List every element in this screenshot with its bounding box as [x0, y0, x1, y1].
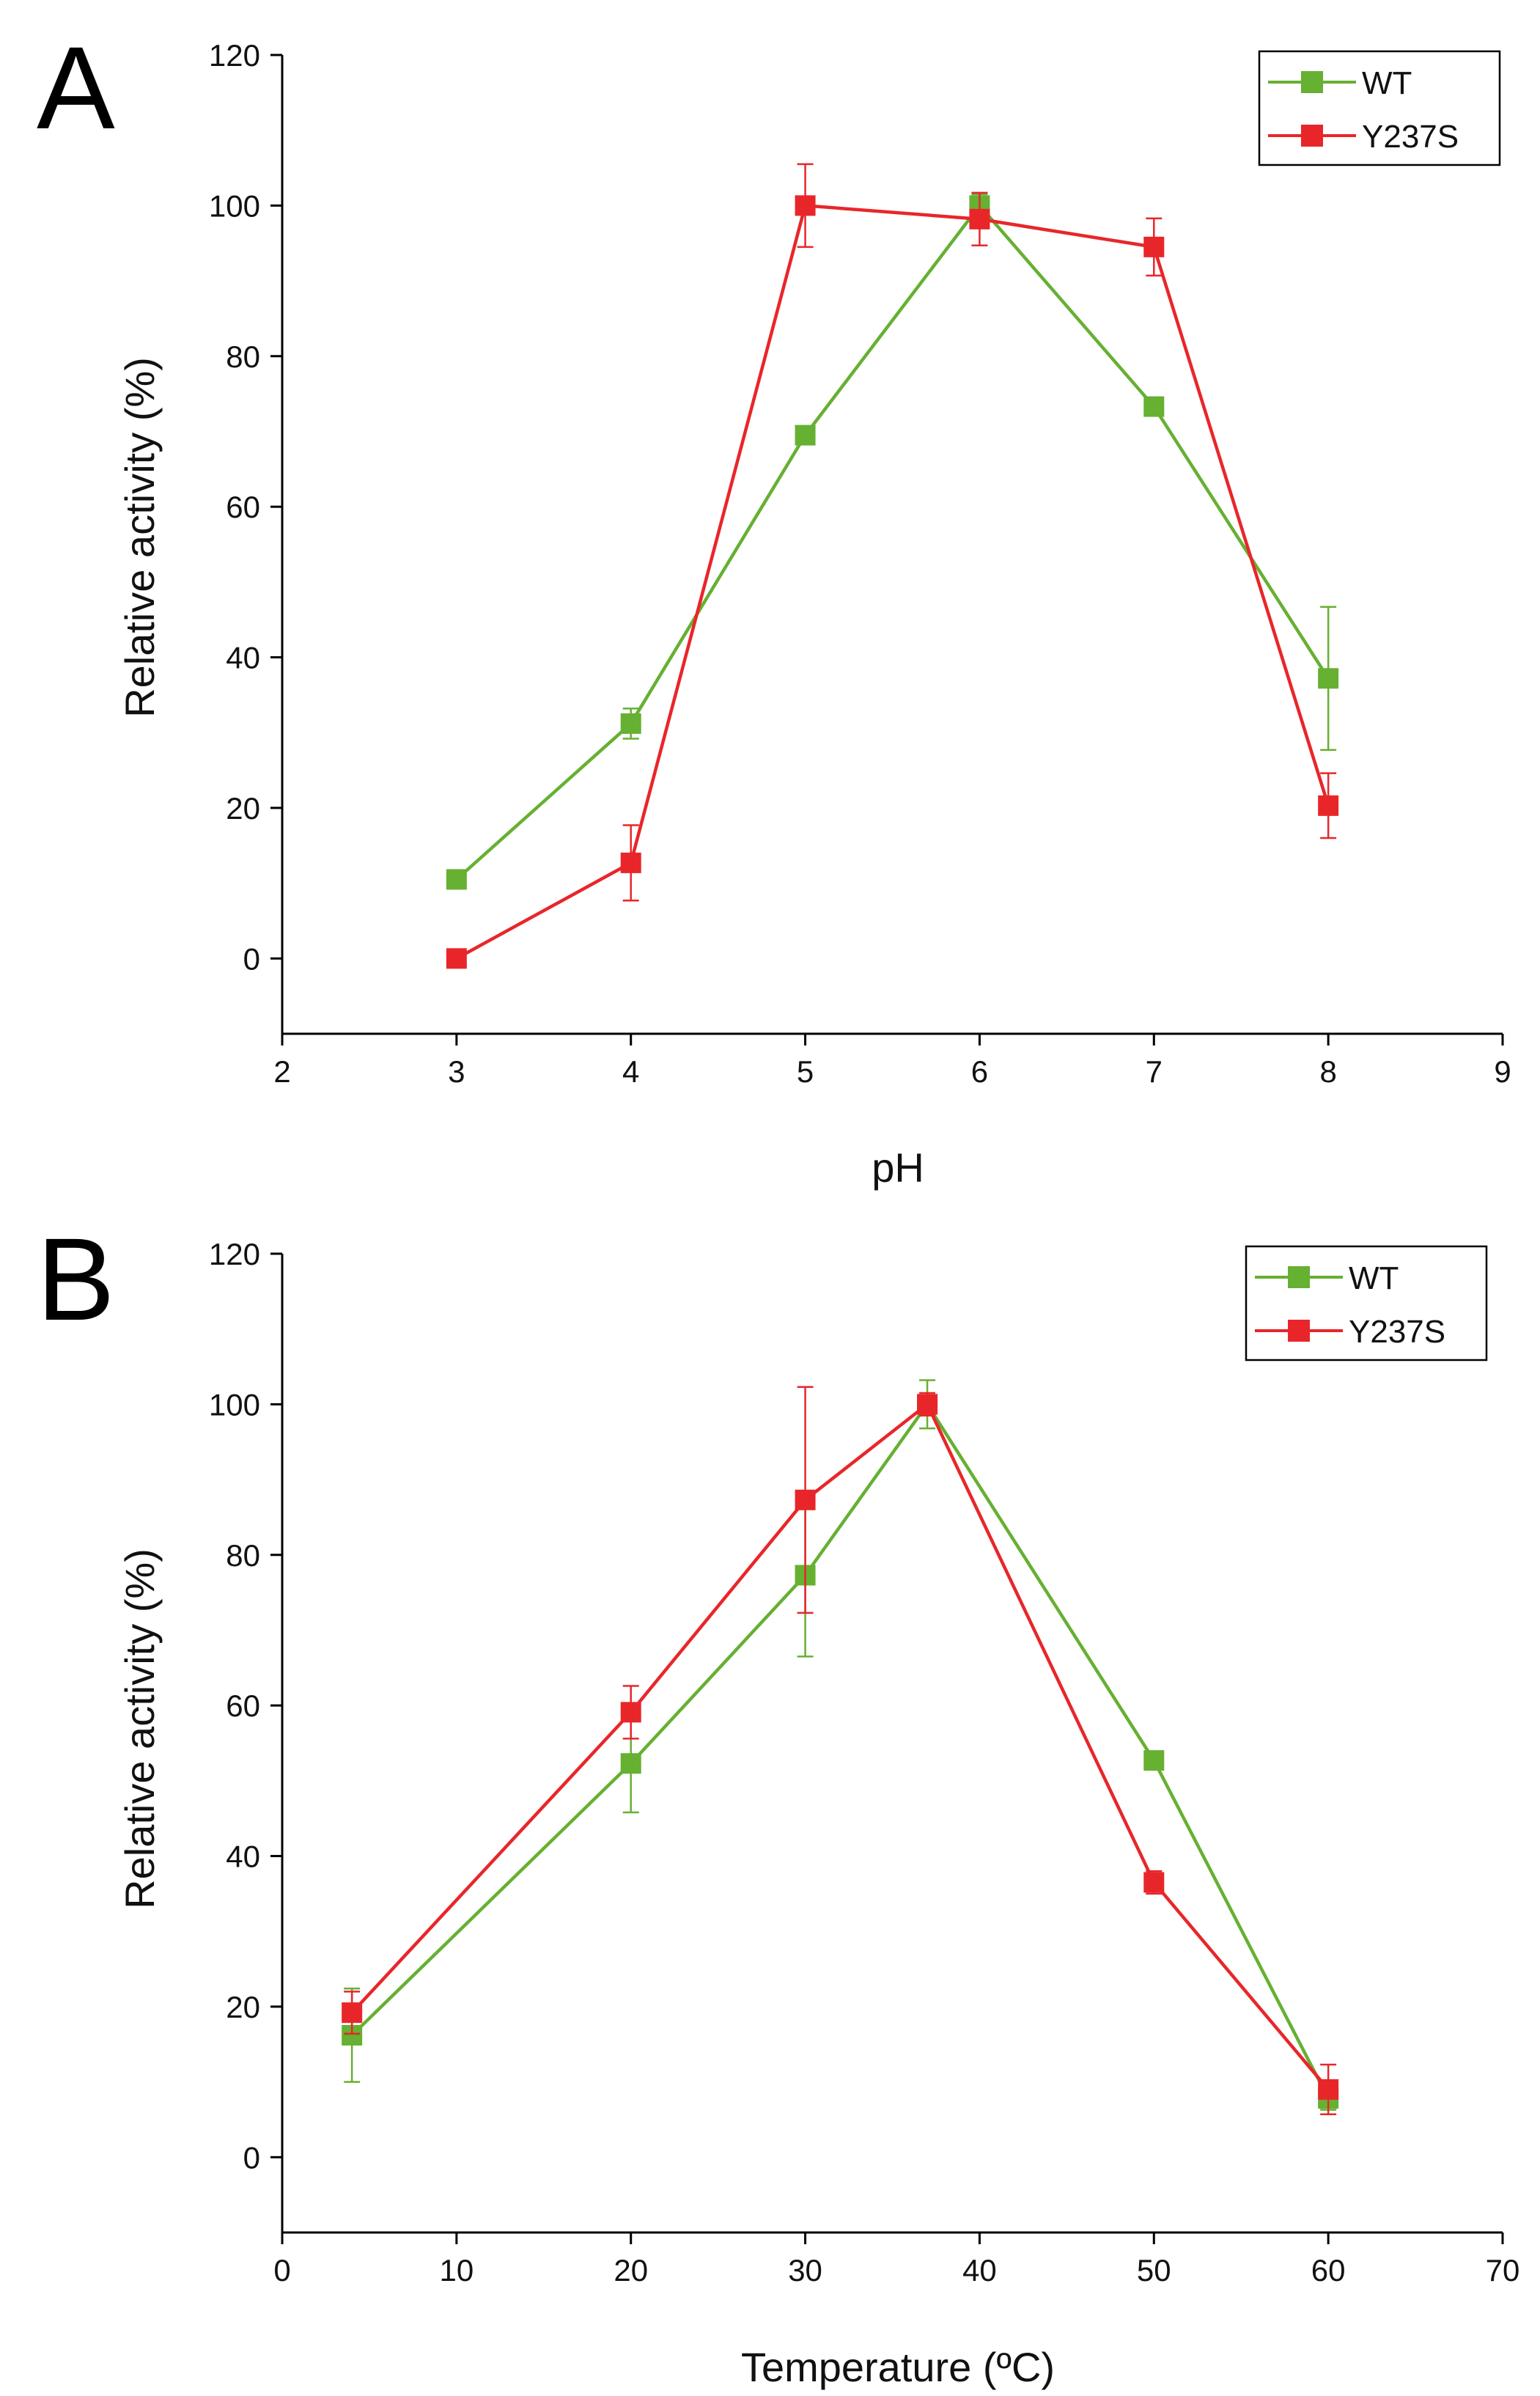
series-wt-a: [446, 193, 1339, 890]
y-tick-label-a: 120: [209, 38, 260, 73]
x-tick-label-a: 9: [1494, 1054, 1511, 1089]
x-tick-label-b: 20: [614, 2253, 648, 2287]
panel-a: A 0 20 40 60 80 100 120 2 3 4 5 6 7 8 9 pH Relative ac…: [37, 22, 1511, 1191]
legend-a: WT Y237S: [1258, 50, 1501, 166]
panel-b: B 0 20 40 60 80 100 120 0 10 20 30 40 50 60 70 Tempera…: [37, 1213, 1519, 2390]
x-tick-label-a: 7: [1146, 1054, 1163, 1089]
data-point-y237s-a: [969, 208, 990, 229]
y-axis-title-b: Relative activity (%): [117, 1548, 163, 1909]
x-tick-label-b: 30: [788, 2253, 822, 2287]
y-tick-label-a: 60: [226, 490, 260, 524]
data-point-y237s-b: [917, 1394, 938, 1415]
axes-a: 0 20 40 60 80 100 120 2 3 4 5 6 7 8 9: [209, 38, 1511, 1089]
data-point-y237s-b: [795, 1489, 816, 1510]
legend-marker-wt-a: [1301, 71, 1323, 93]
panel-letter-b: B: [37, 1213, 115, 1345]
legend-marker-wt-b: [1288, 1266, 1310, 1288]
x-tick-label-a: 6: [971, 1054, 988, 1089]
data-point-y237s-a: [620, 852, 641, 873]
data-point-wt-a: [1143, 396, 1165, 417]
data-point-y237s-b: [620, 1702, 641, 1723]
data-point-wt-a: [795, 425, 816, 446]
y-tick-label-b: 120: [209, 1237, 260, 1271]
data-point-y237s-b: [1318, 2079, 1339, 2100]
legend-marker-y237s-b: [1288, 1320, 1310, 1342]
series-line-wt-a: [455, 204, 1330, 881]
data-point-y237s-a: [1143, 236, 1165, 257]
legend-box-a: [1258, 50, 1501, 166]
data-point-wt-b: [620, 1753, 641, 1774]
x-tick-label-b: 60: [1311, 2253, 1346, 2287]
plot-marks-a: [446, 163, 1339, 969]
y-tick-label-a: 0: [243, 941, 260, 976]
x-axis-title-a: pH: [872, 1144, 924, 1191]
series-y237s-b: [342, 1386, 1339, 2116]
data-point-y237s-a: [446, 948, 467, 969]
y-tick-label-b: 0: [243, 2140, 260, 2175]
y-tick-label-b: 60: [226, 1688, 260, 1723]
series-line-wt-b: [350, 1403, 1330, 2100]
legend-label-y237s-b: Y237S: [1349, 1314, 1445, 1350]
y-tick-label-b: 40: [226, 1840, 260, 1874]
x-tick-label-b: 10: [439, 2253, 474, 2287]
series-y237s-a: [446, 163, 1339, 969]
data-point-y237s-b: [342, 2002, 363, 2024]
legend-b: WT Y237S: [1245, 1245, 1488, 1361]
plot-marks-b: [342, 1379, 1339, 2116]
legend-marker-y237s-a: [1301, 125, 1323, 147]
x-tick-label-b: 70: [1486, 2253, 1520, 2287]
legend-box-b: [1245, 1245, 1488, 1361]
x-tick-label-b: 40: [962, 2253, 997, 2287]
y-tick-label-b: 80: [226, 1538, 260, 1573]
panel-letter-a: A: [37, 22, 115, 153]
x-axis-title-b: Temperature (ºC): [741, 2344, 1055, 2390]
series-line-y237s-b: [350, 1403, 1330, 2091]
x-tick-label-a: 5: [797, 1054, 814, 1089]
data-point-y237s-a: [1318, 795, 1339, 816]
x-tick-label-b: 0: [273, 2253, 290, 2287]
y-tick-label-a: 40: [226, 641, 260, 675]
y-tick-label-a: 80: [226, 339, 260, 374]
legend-label-wt-a: WT: [1362, 65, 1412, 101]
data-point-wt-a: [446, 869, 467, 890]
y-axis-title-a: Relative activity (%): [117, 357, 163, 718]
x-tick-label-a: 4: [622, 1054, 639, 1089]
legend-label-wt-b: WT: [1349, 1260, 1399, 1296]
x-tick-label-a: 3: [448, 1054, 465, 1089]
data-point-wt-a: [620, 713, 641, 734]
y-tick-label-a: 100: [209, 188, 260, 223]
data-point-y237s-b: [1143, 1872, 1165, 1893]
legend-label-y237s-a: Y237S: [1362, 119, 1459, 155]
series-wt-b: [342, 1379, 1339, 2111]
x-tick-label-a: 8: [1319, 1054, 1336, 1089]
y-tick-label-a: 20: [226, 791, 260, 826]
series-line-y237s-a: [455, 204, 1330, 960]
y-tick-label-b: 100: [209, 1387, 260, 1422]
axes-b: 0 20 40 60 80 100 120 0 10 20 30 40 50 60 70: [209, 1237, 1519, 2287]
data-point-wt-b: [1143, 1750, 1165, 1771]
x-tick-label-a: 2: [273, 1054, 290, 1089]
x-tick-label-b: 50: [1137, 2253, 1171, 2287]
y-tick-label-b: 20: [226, 1990, 260, 2024]
data-point-y237s-a: [795, 195, 816, 216]
data-point-wt-a: [1318, 668, 1339, 689]
